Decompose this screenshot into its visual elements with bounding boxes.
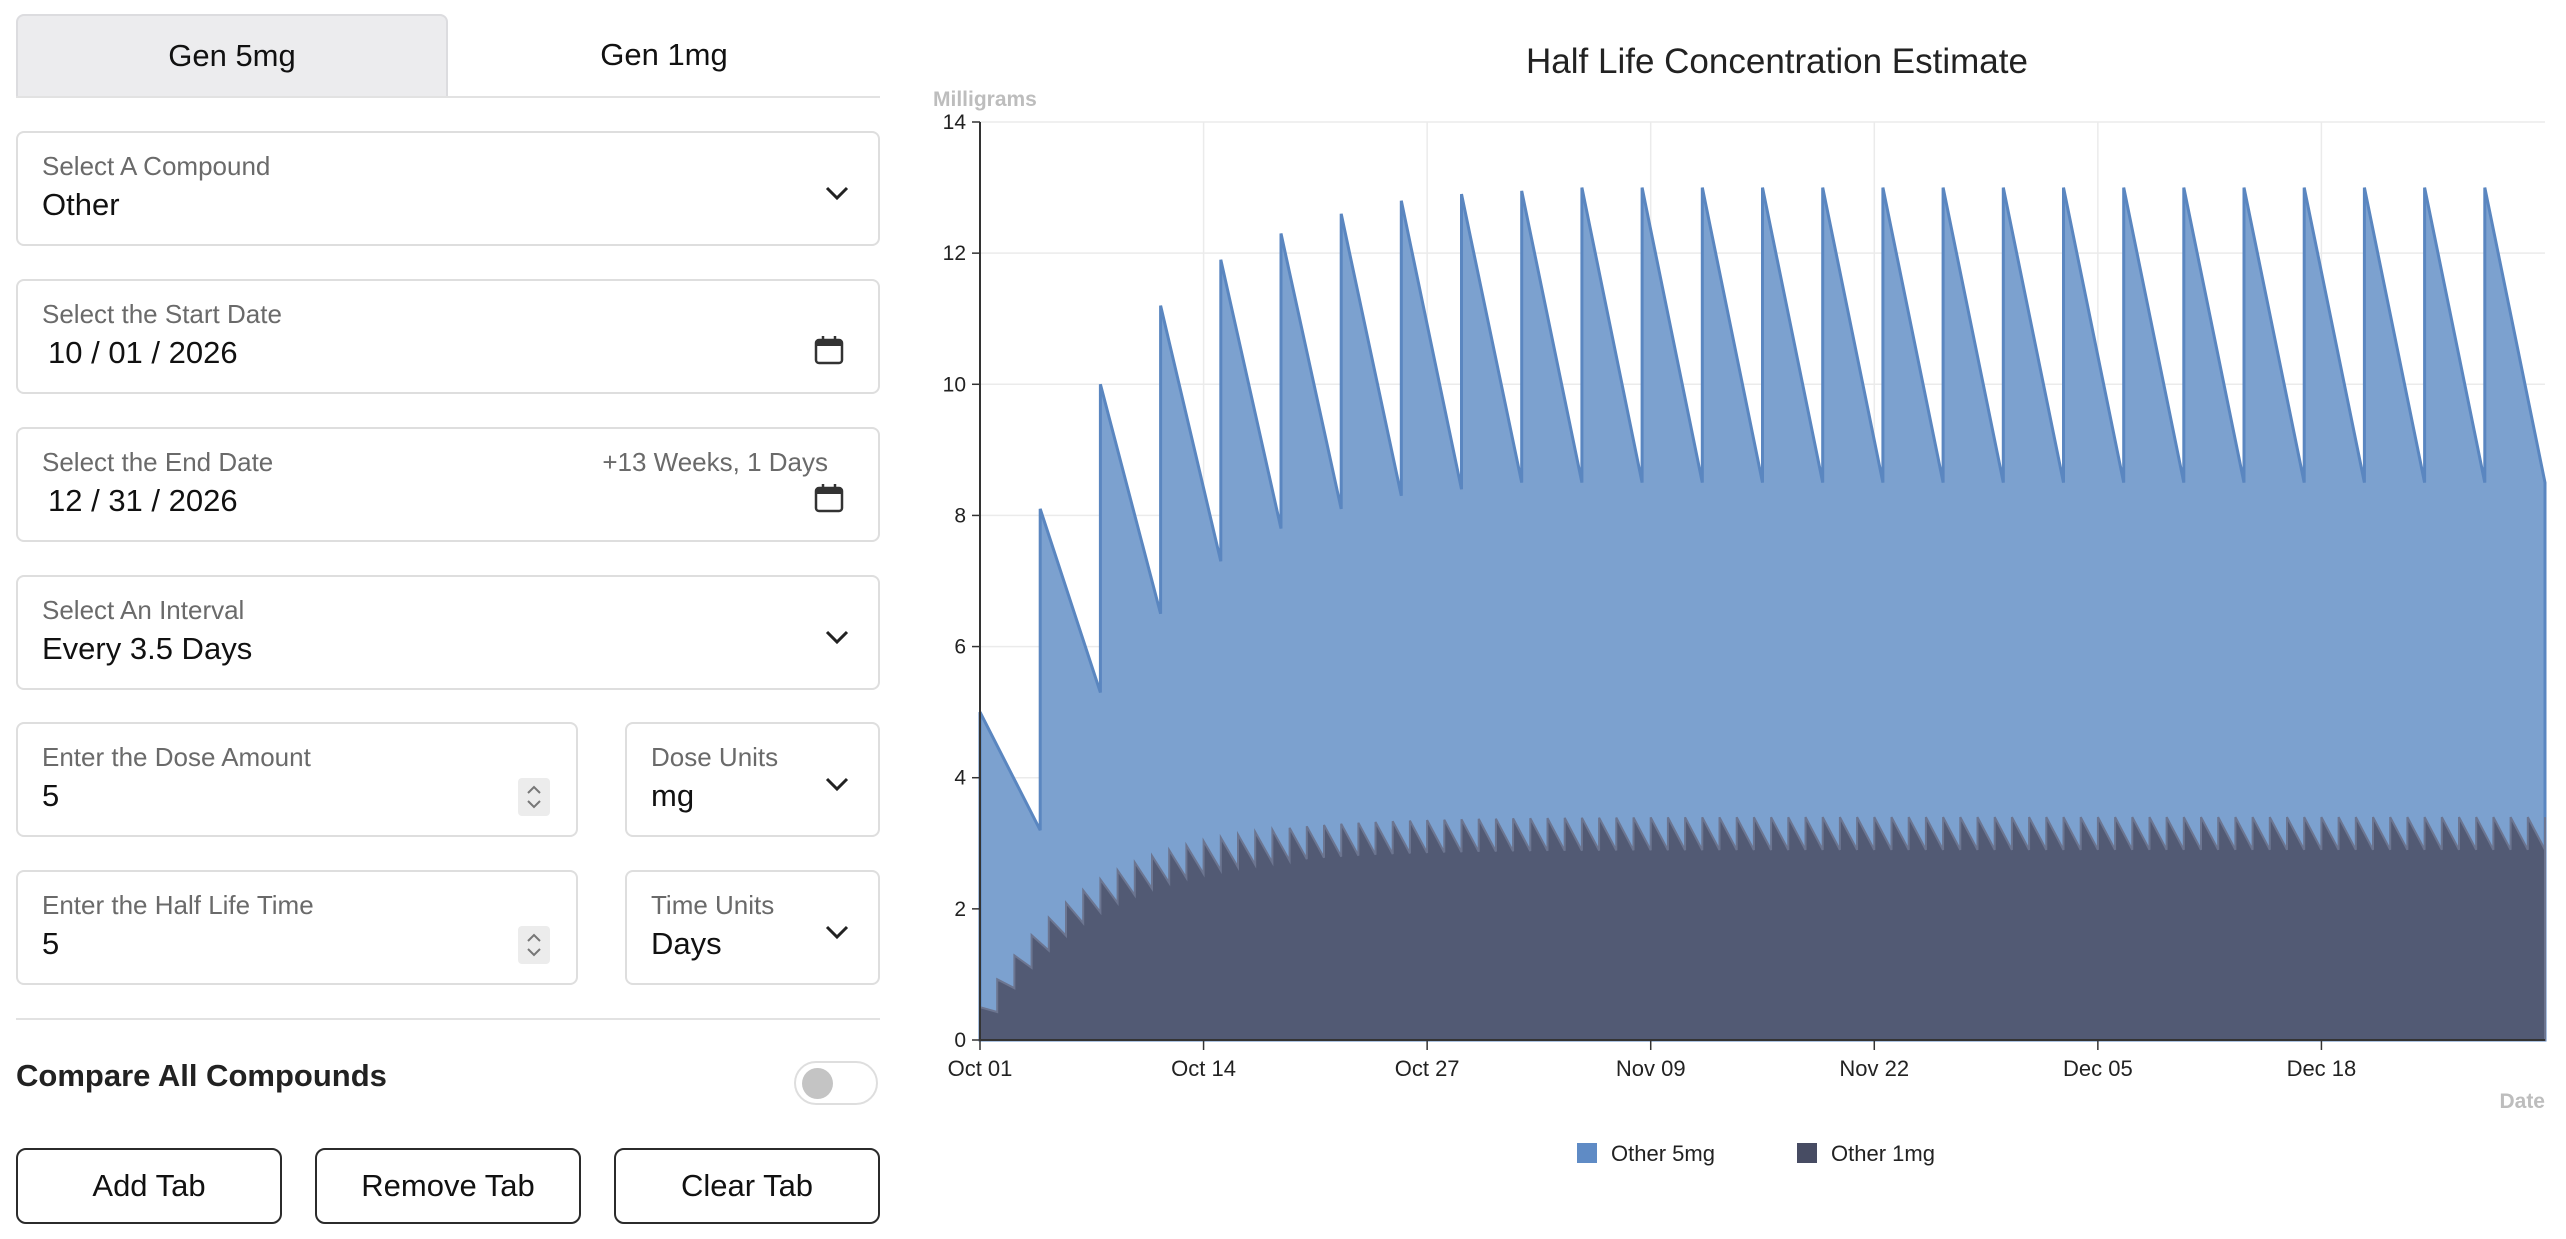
x-tick-label: Dec 18 (2287, 1056, 2357, 1081)
series-area-other-1mg (979, 816, 2546, 1041)
x-axis-label: Date (2499, 1090, 2545, 1113)
end-date-label: Select the End Date (42, 447, 274, 477)
tab-gen-1mg[interactable]: Gen 1mg (600, 37, 728, 72)
dose-amount-value: 5 (42, 778, 60, 813)
chevron-down-icon (825, 186, 849, 201)
x-tick-label: Nov 09 (1616, 1056, 1686, 1081)
tab-bar: Gen 5mg Gen 1mg (16, 14, 880, 98)
dose-amount-input[interactable]: Enter the Dose Amount 5 (16, 722, 578, 837)
chevron-down-icon (825, 777, 849, 792)
x-tick-label: Oct 01 (948, 1056, 1013, 1081)
time-units-value: Days (651, 926, 722, 961)
calendar-icon[interactable] (814, 335, 844, 365)
toggle-knob (802, 1068, 833, 1099)
y-tick-label: 6 (954, 636, 966, 659)
left-panel: Gen 5mg Gen 1mg (16, 14, 880, 98)
legend-swatch-5mg (1577, 1143, 1597, 1163)
x-tick-label: Nov 22 (1839, 1056, 1909, 1081)
y-tick-label: 8 (954, 504, 966, 527)
start-date-label: Select the Start Date (42, 299, 282, 329)
chart-legend: Other 5mg Other 1mg (1577, 1141, 1935, 1166)
chevron-down-icon (825, 925, 849, 940)
dose-units-select[interactable]: Dose Units mg (625, 722, 880, 837)
concentration-chart: Half Life Concentration Estimate Milligr… (933, 42, 2547, 1166)
y-tick-label: 14 (943, 111, 967, 134)
interval-value: Every 3.5 Days (42, 631, 253, 666)
y-tick-label: 12 (943, 242, 966, 265)
duration-label: +13 Weeks, 1 Days (602, 447, 828, 477)
legend-swatch-1mg (1797, 1143, 1817, 1163)
interval-label: Select An Interval (42, 595, 245, 625)
time-units-label: Time Units (651, 890, 775, 920)
spinner-arrows-icon[interactable] (518, 778, 550, 816)
half-life-label: Enter the Half Life Time (42, 890, 314, 920)
compound-select[interactable]: Select A Compound Other (16, 131, 880, 246)
clear-tab-button[interactable]: Clear Tab (614, 1148, 880, 1224)
tab-gen-5mg[interactable]: Gen 5mg (16, 14, 448, 96)
x-tick-label: Dec 05 (2063, 1056, 2133, 1081)
dose-units-label: Dose Units (651, 742, 779, 772)
y-tick-label: 4 (954, 767, 966, 790)
start-date-field[interactable]: Select the Start Date 10 / 01 / 2026 (16, 279, 880, 394)
interval-select[interactable]: Select An Interval Every 3.5 Days (16, 575, 880, 690)
compound-value: Other (42, 187, 120, 222)
x-tick-label: Oct 27 (1395, 1056, 1460, 1081)
add-tab-button[interactable]: Add Tab (16, 1148, 282, 1224)
compound-label: Select A Compound (42, 151, 271, 181)
calendar-icon[interactable] (814, 483, 844, 513)
chevron-down-icon (825, 630, 849, 645)
end-date-value: 12 / 31 / 2026 (48, 483, 238, 518)
chart-axes: 0 2 4 6 8 10 12 14 Oct 01 Oct 14 Oct 27 Nov 09 Nov 2… (943, 111, 2545, 1081)
divider (16, 1018, 880, 1020)
half-life-value: 5 (42, 926, 60, 961)
compare-toggle[interactable] (794, 1061, 878, 1105)
remove-tab-button[interactable]: Remove Tab (315, 1148, 581, 1224)
dose-units-value: mg (651, 778, 695, 813)
y-axis-label: Milligrams (933, 88, 1037, 111)
legend-label-1mg: Other 1mg (1831, 1141, 1935, 1166)
y-tick-label: 2 (954, 898, 966, 921)
dose-amount-label: Enter the Dose Amount (42, 742, 311, 772)
chart-title: Half Life Concentration Estimate (1526, 42, 2028, 81)
end-date-field[interactable]: Select the End Date +13 Weeks, 1 Days 12… (16, 427, 880, 542)
y-tick-label: 0 (954, 1029, 966, 1052)
compare-label: Compare All Compounds (16, 1058, 387, 1093)
y-tick-label: 10 (943, 373, 966, 396)
time-units-select[interactable]: Time Units Days (625, 870, 880, 985)
legend-label-5mg: Other 5mg (1611, 1141, 1715, 1166)
start-date-value: 10 / 01 / 2026 (48, 335, 238, 370)
half-life-input[interactable]: Enter the Half Life Time 5 (16, 870, 578, 985)
x-tick-label: Oct 14 (1171, 1056, 1236, 1081)
spinner-arrows-icon[interactable] (518, 926, 550, 964)
